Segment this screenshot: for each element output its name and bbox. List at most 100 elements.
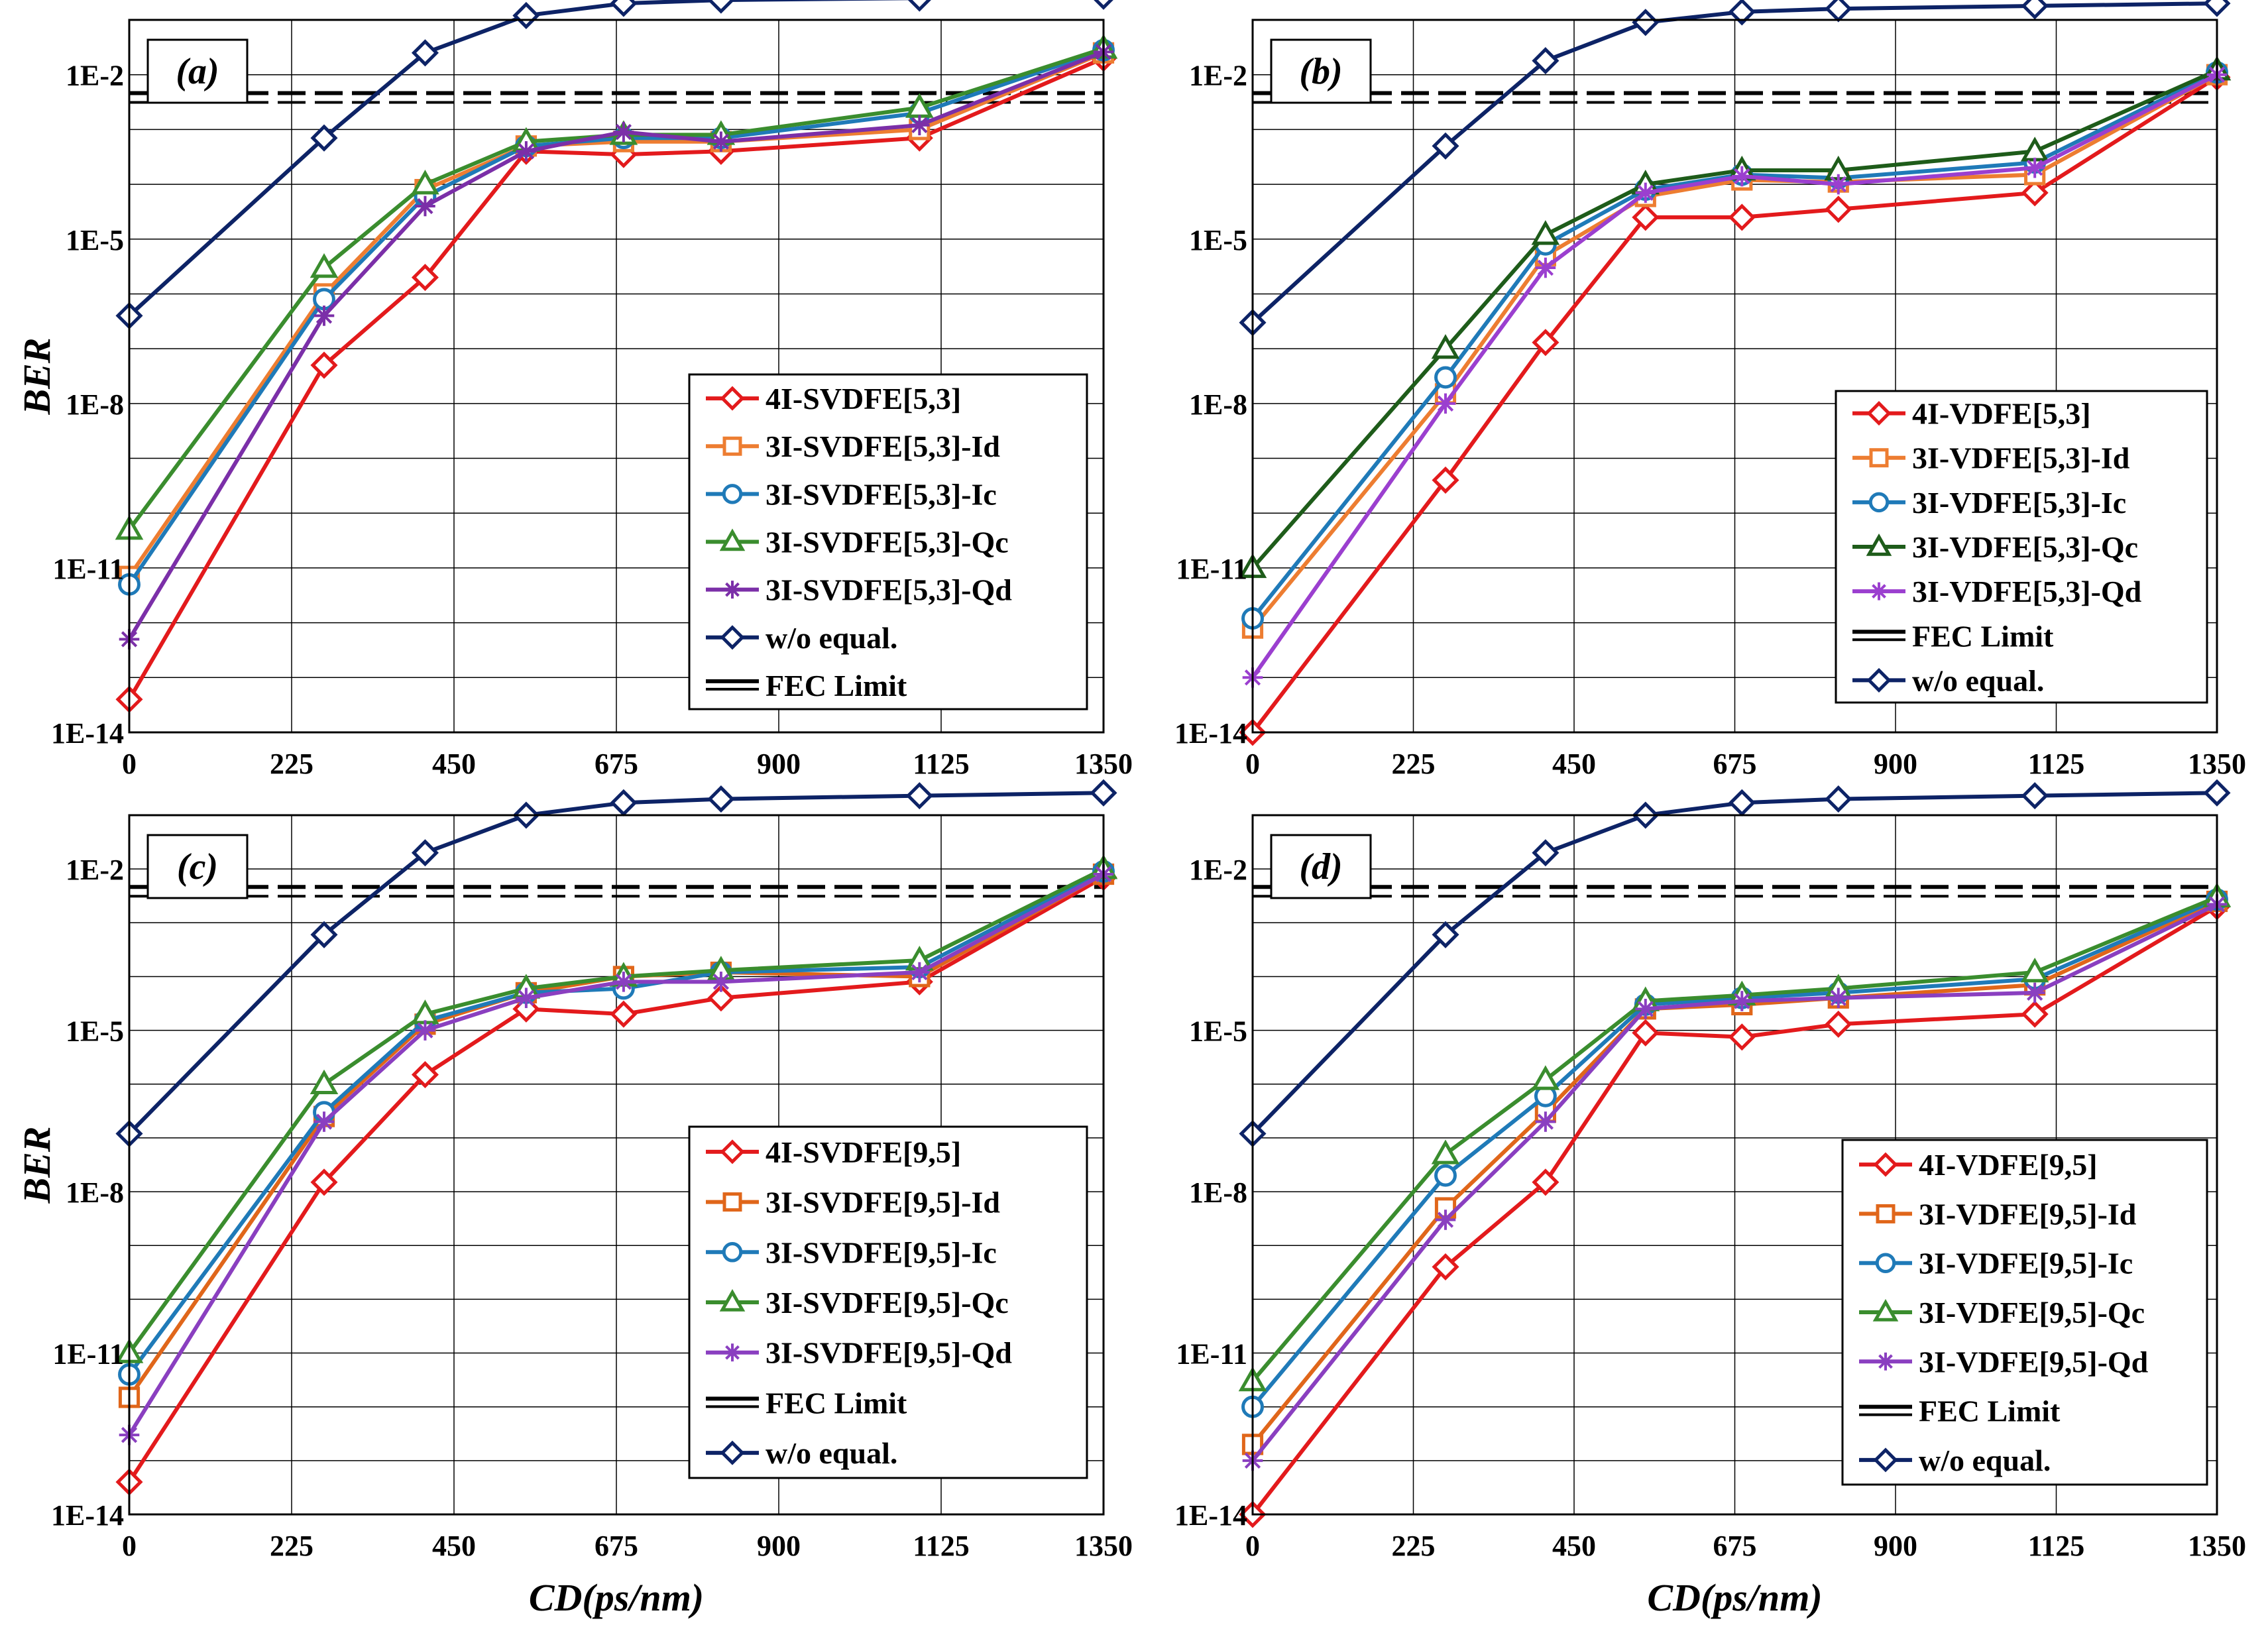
triangle-marker <box>1531 1065 1560 1090</box>
diamond-marker <box>1532 47 1559 75</box>
diamond-marker <box>1728 789 1756 817</box>
panel-label-box: (c) <box>146 834 249 899</box>
legend-label: 3I-SVDFE[5,3]-Qd <box>765 573 1012 607</box>
panel-a: 0 225 450 675 900 1125 1350 1E-14 1E-11 1E-8 1E-5… <box>15 0 1133 780</box>
legend-label: w/o equal. <box>1912 663 2044 697</box>
panel-label-frame <box>1270 38 1372 104</box>
legend-entry: 4I-SVDFE[5,3] <box>706 382 961 416</box>
asterisk-stroke <box>2027 984 2043 1001</box>
legend-entry: 3I-VDFE[5,3]-Id <box>1852 441 2130 475</box>
asterisk-marker <box>1635 182 1656 203</box>
diamond-marker <box>310 921 338 948</box>
x-tick-label: 0 <box>1245 748 1260 780</box>
y-tick-label: 1E-14 <box>1174 1499 1247 1532</box>
triangle-marker <box>1872 1298 1899 1322</box>
x-axis-title: CD(ps/nm) <box>529 1576 704 1619</box>
legend-label: 3I-SVDFE[9,5]-Qc <box>765 1286 1009 1320</box>
diamond-marker <box>310 1168 338 1196</box>
y-tick-label: 1E-2 <box>66 60 124 92</box>
x-tick-label: 225 <box>270 748 313 780</box>
legend-entry: 3I-VDFE[9,5]-Qc <box>1859 1296 2145 1329</box>
asterisk-stroke <box>911 117 928 133</box>
legend: 4I-SVDFE[9,5] 3I-SVDFE[9,5]-Id 3I-SVDFE[9,… <box>688 1125 1088 1479</box>
asterisk-marker <box>516 988 537 1009</box>
asterisk-stroke <box>1537 1113 1554 1130</box>
triangle-marker <box>1866 533 1892 556</box>
y-axis-title: BER <box>15 337 58 415</box>
panel-c: 0 225 450 675 900 1125 1350 1E-14 1E-11 1E-8 1E-5… <box>15 779 1133 1619</box>
diamond-marker <box>512 1 540 29</box>
legend-label: 3I-SVDFE[5,3]-Ic <box>765 477 997 511</box>
y-tick-label: 1E-5 <box>1189 1015 1247 1048</box>
diamond-marker <box>2021 179 2049 207</box>
asterisk-marker <box>2024 982 2045 1003</box>
legend-label: FEC Limit <box>765 669 907 703</box>
y-tick-label: 1E-14 <box>1174 717 1247 750</box>
diamond-marker <box>610 789 638 817</box>
series-5 <box>115 0 1113 329</box>
diamond-marker <box>411 839 439 867</box>
diamond-marker <box>720 386 745 411</box>
x-tick-labels: 0 225 450 675 900 1125 1350 <box>122 748 1133 780</box>
asterisk-marker <box>710 972 732 992</box>
diamond-marker <box>1825 196 1852 223</box>
legend: 4I-SVDFE[5,3] 3I-SVDFE[5,3]-Id 3I-SVDFE[5,… <box>688 373 1088 710</box>
x-tick-label: 675 <box>1713 1530 1757 1562</box>
x-tick-label: 1350 <box>2188 748 2246 780</box>
series-0 <box>1239 63 2231 746</box>
asterisk-stroke <box>1437 1212 1454 1228</box>
circle-marker <box>1875 1253 1896 1273</box>
plot-frame <box>128 19 1105 734</box>
series-line <box>1251 905 2218 1516</box>
legend-label: w/o equal. <box>765 621 897 655</box>
legend-label: 3I-SVDFE[5,3]-Id <box>765 429 1000 463</box>
legend-label: 3I-SVDFE[9,5]-Id <box>765 1186 1000 1219</box>
y-tick-label: 1E-14 <box>51 717 124 750</box>
panel-label: (c) <box>177 846 218 887</box>
asterisk-marker <box>516 141 537 162</box>
legend-entry: w/o equal. <box>1859 1443 2051 1477</box>
x-tick-label: 900 <box>757 1530 801 1562</box>
asterisk-stroke <box>518 143 535 160</box>
circle-marker <box>1868 492 1890 513</box>
asterisk-marker <box>415 196 435 217</box>
x-tick-label: 900 <box>1874 1530 1917 1562</box>
diamond-marker <box>1825 785 1852 813</box>
asterisk-marker <box>415 1020 435 1041</box>
triangle-marker <box>1431 334 1460 359</box>
legend-entry: w/o equal. <box>706 1436 897 1470</box>
legend-label: 3I-SVDFE[9,5]-Qd <box>765 1336 1012 1370</box>
diamond-marker <box>720 1139 745 1164</box>
series-line <box>127 876 1105 1483</box>
y-tick-labels: 1E-14 1E-11 1E-8 1E-5 1E-2 <box>51 854 124 1532</box>
panel-label-frame <box>1270 834 1372 899</box>
legend-entry: 3I-SVDFE[5,3]-Qd <box>706 573 1012 607</box>
diamond-marker <box>1728 203 1756 231</box>
y-tick-labels: 1E-14 1E-11 1E-8 1E-5 1E-2 <box>1174 854 1247 1532</box>
series-line <box>127 867 1105 1355</box>
legend-entry: w/o equal. <box>1852 663 2044 697</box>
panel-d: 0 225 450 675 900 1125 1350 1E-14 1E-11 1E-8 1E-5… <box>1174 779 2246 1619</box>
diamond-marker <box>1873 1152 1898 1177</box>
legend-entry: FEC Limit <box>706 669 907 703</box>
legend-label: 3I-VDFE[5,3]-Ic <box>1912 486 2126 520</box>
asterisk-stroke <box>417 198 433 215</box>
series-line <box>1251 902 2218 1462</box>
diamond-marker <box>411 39 439 67</box>
asterisk-marker <box>1828 174 1849 195</box>
circle-marker <box>1434 1164 1457 1187</box>
series-line <box>1251 73 2218 630</box>
plot-frame <box>128 814 1105 1516</box>
triangle-marker <box>310 253 339 278</box>
legend-entry: w/o equal. <box>706 621 897 655</box>
asterisk-stroke <box>518 989 535 1006</box>
y-tick-label: 1E-11 <box>52 1338 124 1371</box>
asterisk-stroke <box>315 1113 333 1130</box>
diamond-marker <box>1532 1168 1559 1196</box>
y-tick-label: 1E-11 <box>1176 553 1247 585</box>
legend-entry: 3I-VDFE[9,5]-Ic <box>1859 1247 2133 1280</box>
diamond-marker <box>707 984 735 1012</box>
legend-label: 3I-VDFE[9,5]-Id <box>1919 1197 2137 1231</box>
asterisk-stroke <box>1878 1354 1893 1369</box>
triangle-marker <box>1431 1139 1460 1164</box>
